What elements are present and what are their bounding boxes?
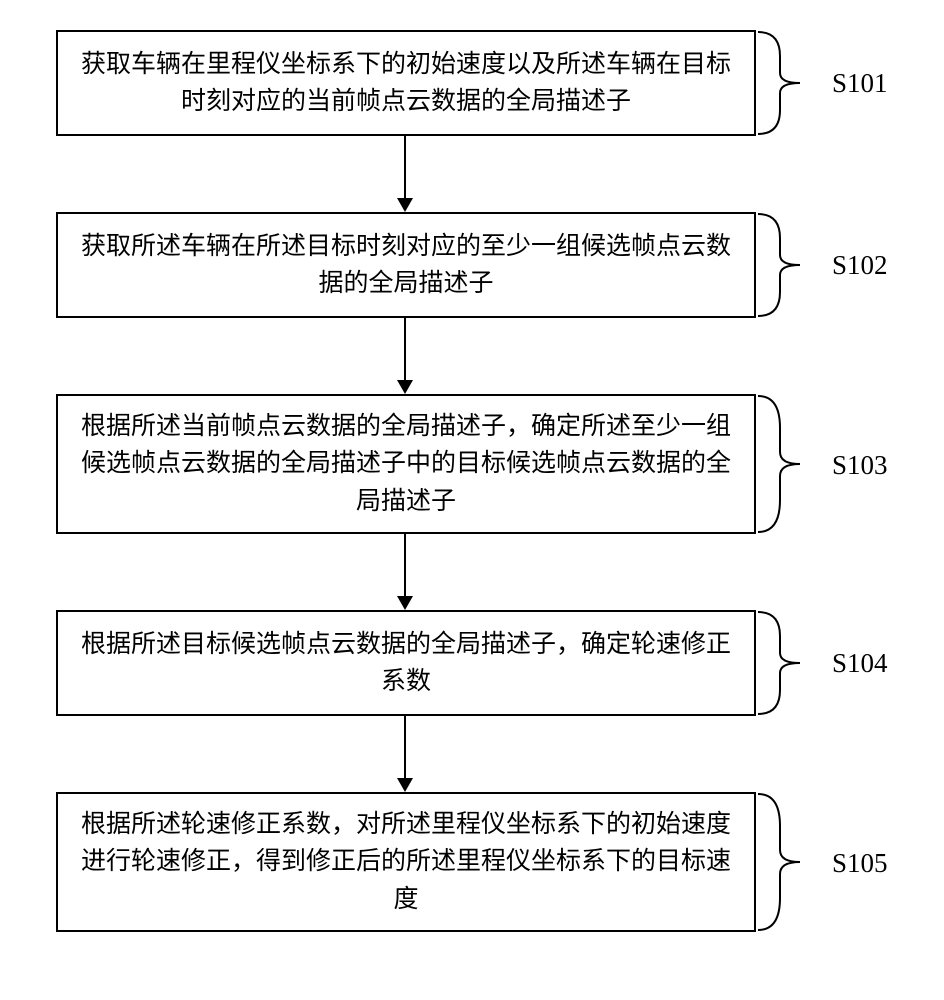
connector-line [404, 318, 406, 380]
flow-step-text: 获取所述车辆在所述目标时刻对应的至少一组候选帧点云数据的全局描述子 [76, 228, 736, 303]
connector-line [404, 534, 406, 596]
brace-icon [756, 792, 810, 932]
flow-step-s104: 根据所述目标候选帧点云数据的全局描述子，确定轮速修正系数 [56, 610, 756, 716]
flow-step-text: 根据所述当前帧点云数据的全局描述子，确定所述至少一组候选帧点云数据的全局描述子中… [76, 408, 736, 521]
connector-line [404, 136, 406, 198]
step-label-s102: S102 [832, 250, 888, 281]
brace-icon [756, 212, 810, 318]
flow-step-text: 根据所述目标候选帧点云数据的全局描述子，确定轮速修正系数 [76, 626, 736, 701]
step-label-s101: S101 [832, 68, 888, 99]
brace-icon [756, 394, 810, 534]
step-label-s104: S104 [832, 648, 888, 679]
arrow-down-icon [397, 380, 413, 394]
flow-step-s102: 获取所述车辆在所述目标时刻对应的至少一组候选帧点云数据的全局描述子 [56, 212, 756, 318]
brace-icon [756, 610, 810, 716]
flow-step-s105: 根据所述轮速修正系数，对所述里程仪坐标系下的初始速度进行轮速修正，得到修正后的所… [56, 792, 756, 932]
flow-step-text: 根据所述轮速修正系数，对所述里程仪坐标系下的初始速度进行轮速修正，得到修正后的所… [76, 806, 736, 919]
step-label-s105: S105 [832, 848, 888, 879]
flow-step-text: 获取车辆在里程仪坐标系下的初始速度以及所述车辆在目标时刻对应的当前帧点云数据的全… [76, 46, 736, 121]
connector-line [404, 716, 406, 778]
brace-icon [756, 30, 810, 136]
arrow-down-icon [397, 778, 413, 792]
flow-step-s101: 获取车辆在里程仪坐标系下的初始速度以及所述车辆在目标时刻对应的当前帧点云数据的全… [56, 30, 756, 136]
flowchart-container: 获取车辆在里程仪坐标系下的初始速度以及所述车辆在目标时刻对应的当前帧点云数据的全… [0, 0, 944, 1000]
step-label-s103: S103 [832, 450, 888, 481]
flow-step-s103: 根据所述当前帧点云数据的全局描述子，确定所述至少一组候选帧点云数据的全局描述子中… [56, 394, 756, 534]
arrow-down-icon [397, 596, 413, 610]
arrow-down-icon [397, 198, 413, 212]
